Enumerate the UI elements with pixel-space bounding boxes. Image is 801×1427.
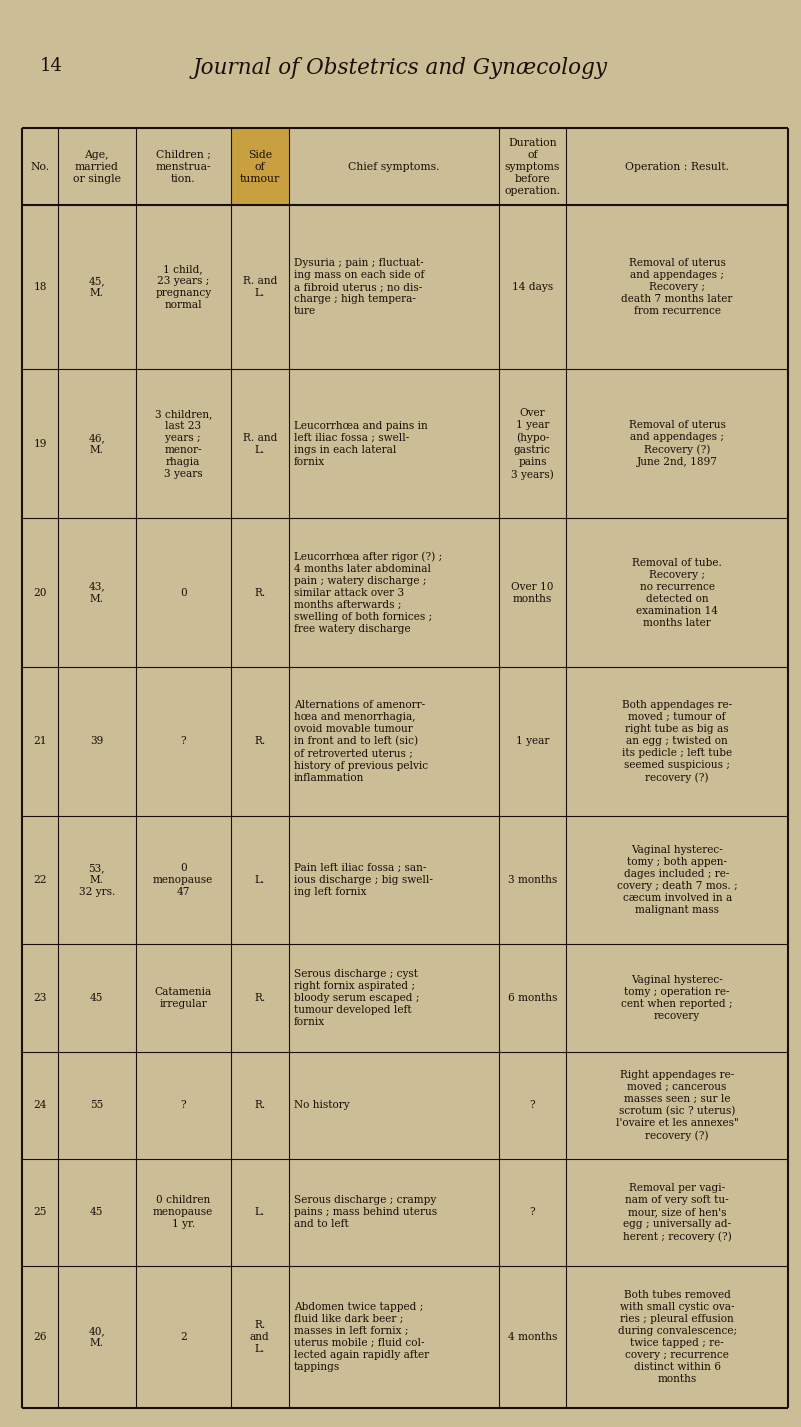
Text: Right appendages re-
moved ; cancerous
masses seen ; sur le
scrotum (sic ? uteru: Right appendages re- moved ; cancerous m… [616,1070,739,1140]
Text: Both appendages re-
moved ; tumour of
right tube as big as
an egg ; twisted on
i: Both appendages re- moved ; tumour of ri… [622,701,732,783]
Text: ?: ? [529,1100,535,1110]
Text: ?: ? [180,736,186,746]
Text: Removal of uterus
and appendages ;
Recovery (?)
June 2nd, 1897: Removal of uterus and appendages ; Recov… [629,421,726,467]
Text: Vaginal hysterec-
tomy ; operation re-
cent when reported ;
recovery: Vaginal hysterec- tomy ; operation re- c… [622,975,733,1020]
Text: 3 children,
last 23
years ;
menor-
rhagia
3 years: 3 children, last 23 years ; menor- rhagi… [155,408,212,479]
Text: R.: R. [254,1100,265,1110]
Text: Vaginal hysterec-
tomy ; both appen-
dages included ; re-
covery ; death 7 mos. : Vaginal hysterec- tomy ; both appen- dag… [617,845,738,915]
Text: Removal per vagi-
nam of very soft tu-
mour, size of hen's
egg ; universally ad-: Removal per vagi- nam of very soft tu- m… [622,1183,731,1241]
Text: Chief symptoms.: Chief symptoms. [348,161,440,173]
Text: 55: 55 [90,1100,103,1110]
Text: 45: 45 [90,1207,103,1217]
Text: 0: 0 [180,588,187,598]
Text: 14: 14 [40,57,63,76]
Text: Children ;
menstrua-
tion.: Children ; menstrua- tion. [155,150,211,184]
Text: 23: 23 [34,993,46,1003]
Text: No history: No history [294,1100,349,1110]
Text: R.: R. [254,993,265,1003]
Text: Catamenia
irregular: Catamenia irregular [155,987,211,1009]
Text: R.: R. [254,736,265,746]
Text: 3 months: 3 months [508,875,557,885]
Text: Abdomen twice tapped ;
fluid like dark beer ;
masses in left fornix ;
uterus mob: Abdomen twice tapped ; fluid like dark b… [294,1303,429,1373]
Text: 45,
M.: 45, M. [88,277,105,298]
Text: 18: 18 [34,283,46,293]
Text: Both tubes removed
with small cystic ova-
ries ; pleural effusion
during convale: Both tubes removed with small cystic ova… [618,1290,737,1384]
Text: 4 months: 4 months [508,1333,557,1343]
Text: Dysuria ; pain ; fluctuat-
ing mass on each side of
a fibroid uterus ; no dis-
c: Dysuria ; pain ; fluctuat- ing mass on e… [294,258,424,317]
Text: Leucorrhœa and pains in
left iliac fossa ; swell-
ings in each lateral
fornix: Leucorrhœa and pains in left iliac fossa… [294,421,428,467]
Text: Serous discharge ; cyst
right fornix aspirated ;
bloody serum escaped ;
tumour d: Serous discharge ; cyst right fornix asp… [294,969,419,1027]
Text: Over
1 year
(hypo-
gastric
pains
3 years): Over 1 year (hypo- gastric pains 3 years… [511,408,553,479]
Text: ?: ? [529,1207,535,1217]
Text: 24: 24 [34,1100,46,1110]
Text: 53,
M.
32 yrs.: 53, M. 32 yrs. [78,863,115,898]
Text: R.
and
L.: R. and L. [250,1320,270,1354]
Text: Side
of
tumour: Side of tumour [239,150,280,184]
Text: 22: 22 [34,875,46,885]
Text: Pain left iliac fossa ; san-
ious discharge ; big swell-
ing left fornix: Pain left iliac fossa ; san- ious discha… [294,863,433,898]
Text: R. and
L.: R. and L. [243,277,277,298]
Text: 0 children
menopause
1 yr.: 0 children menopause 1 yr. [153,1196,213,1230]
Text: 46,
M.: 46, M. [88,432,105,455]
Text: Removal of uterus
and appendages ;
Recovery ;
death 7 months later
from recurren: Removal of uterus and appendages ; Recov… [622,258,733,317]
Text: 45: 45 [90,993,103,1003]
Text: 40,
M.: 40, M. [88,1326,105,1349]
Text: Leucorrhœa after rigor (?) ;
4 months later abdominal
pain ; watery discharge ;
: Leucorrhœa after rigor (?) ; 4 months la… [294,551,442,634]
Text: R. and
L.: R. and L. [243,432,277,455]
Text: 1 child,
23 years ;
pregnancy
normal: 1 child, 23 years ; pregnancy normal [155,264,211,311]
Text: 0
menopause
47: 0 menopause 47 [153,863,213,898]
Text: 39: 39 [90,736,103,746]
Text: Duration
of
symptoms
before
operation.: Duration of symptoms before operation. [505,138,561,195]
Text: 6 months: 6 months [508,993,557,1003]
Bar [231,128,289,205]
Text: R.: R. [254,588,265,598]
Text: 1 year: 1 year [516,736,549,746]
Text: Over 10
months: Over 10 months [511,582,553,604]
Text: 14 days: 14 days [512,283,553,293]
Text: ?: ? [180,1100,186,1110]
Text: 19: 19 [34,440,46,450]
Text: 25: 25 [34,1207,46,1217]
Text: 21: 21 [34,736,46,746]
Text: No.: No. [30,161,50,173]
Text: Age,
married
or single: Age, married or single [73,150,121,184]
Text: 20: 20 [34,588,46,598]
Text: L.: L. [255,1207,265,1217]
Text: Journal of Obstetrics and Gynæcology: Journal of Obstetrics and Gynæcology [193,57,608,78]
Text: 43,
M.: 43, M. [88,582,105,604]
Text: 2: 2 [180,1333,187,1343]
Text: Removal of tube.
Recovery ;
no recurrence
detected on
examination 14
months late: Removal of tube. Recovery ; no recurrenc… [632,558,722,628]
Text: Alternations of amenorr-
hœa and menorrhagia,
ovoid movable tumour
in front and : Alternations of amenorr- hœa and menorrh… [294,701,428,782]
Text: 26: 26 [34,1333,46,1343]
Text: Operation : Result.: Operation : Result. [625,161,729,173]
Text: Serous discharge ; crampy
pains ; mass behind uterus
and to left: Serous discharge ; crampy pains ; mass b… [294,1196,437,1230]
Text: L.: L. [255,875,265,885]
